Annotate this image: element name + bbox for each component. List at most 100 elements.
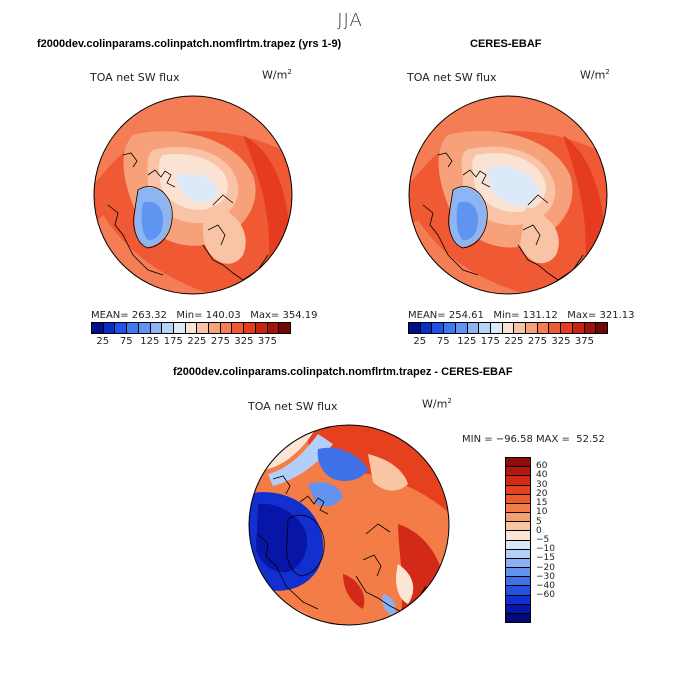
model-colorbar-tick-label: 225 [187, 336, 207, 347]
model-stats: MEAN= 263.32 Min= 140.03 Max= 354.19 [91, 310, 318, 321]
diff-colorbar-tick-label: −10 [536, 544, 555, 555]
obs-colorbar-swatch [420, 323, 433, 333]
diff-colorbar-swatch [506, 522, 530, 532]
diff-colorbar-swatch [506, 503, 530, 514]
obs-colorbar-swatch [584, 323, 597, 333]
model-colorbar-swatch [115, 323, 128, 333]
model-colorbar-swatch [220, 323, 233, 333]
obs-colorbar-tick-label: 175 [480, 336, 500, 347]
model-colorbar-tick-label: 375 [257, 336, 278, 347]
diff-colorbar-swatch [506, 613, 530, 623]
diff-colorbar-swatch [506, 494, 530, 504]
model-colorbar-swatch [127, 323, 139, 333]
obs-colorbar-swatch [526, 323, 538, 333]
diff-polar-map [248, 424, 450, 626]
model-colorbar-ticks: 25 75 125 175 225 275 325 375 [91, 334, 291, 347]
obs-colorbar-swatch [490, 323, 503, 333]
diff-colorbar-swatch [506, 531, 530, 541]
obs-colorbar-tick-label: 325 [551, 336, 571, 347]
diff-colorbar-tick-label: 15 [536, 498, 548, 509]
diff-colorbar-swatch [506, 540, 530, 550]
model-colorbar: 25 75 125 175 225 275 325 375 [91, 322, 291, 347]
model-colorbar-swatch [173, 323, 186, 333]
diff-colorbar-swatch [506, 485, 530, 495]
diff-colorbar-tick-label: −60 [536, 590, 555, 601]
model-colorbar-swatch [255, 323, 268, 333]
obs-units: W/m2 [580, 68, 610, 82]
diff-colorbar-tick-label: 40 [536, 470, 548, 481]
diff-colorbar-swatch [506, 458, 530, 468]
model-units: W/m2 [262, 68, 292, 82]
diff-colorbar-tick-label: 10 [536, 507, 548, 518]
diff-colorbar-tick-label: −15 [536, 553, 555, 564]
model-colorbar-swatch [232, 323, 245, 333]
obs-colorbar-tick-label: 275 [527, 336, 547, 347]
model-colorbar-tick-label: 75 [119, 336, 133, 347]
diff-colorbar-swatch [506, 513, 530, 523]
obs-colorbar-tick-label: 125 [457, 336, 477, 347]
model-colorbar-swatch [244, 323, 256, 333]
obs-colorbar-tick-label: 75 [436, 336, 450, 347]
diff-colorbar [505, 457, 531, 623]
diff-colorbar-swatch [506, 568, 530, 578]
model-colorbar-tick-label: 325 [234, 336, 254, 347]
obs-colorbar-swatch [596, 323, 607, 333]
obs-colorbar-tick-label: 225 [504, 336, 524, 347]
model-colorbar-tick-label: 25 [96, 336, 110, 347]
model-colorbar-tick-label: 125 [140, 336, 160, 347]
model-colorbar-swatch [92, 323, 104, 333]
model-colorbar-swatch [150, 323, 163, 333]
model-colorbar-swatches [91, 322, 291, 334]
obs-colorbar-swatch [479, 323, 491, 333]
diff-colorbar-swatch [506, 586, 530, 596]
model-colorbar-swatch [267, 323, 280, 333]
diff-colorbar-tick-label: −40 [536, 581, 555, 592]
obs-colorbar-swatch [561, 323, 573, 333]
diff-colorbar-swatches [505, 457, 531, 623]
obs-colorbar-swatch [467, 323, 480, 333]
obs-panel-title: CERES-EBAF [470, 38, 542, 50]
diff-colorbar-tick-label: 30 [536, 479, 548, 490]
diff-colorbar-tick-label: 5 [536, 516, 542, 527]
model-colorbar-tick-label: 275 [210, 336, 230, 347]
model-colorbar-swatch [279, 323, 290, 333]
diff-colorbar-tick-label: 20 [536, 488, 548, 499]
diff-variable-label: TOA net SW flux [248, 400, 338, 413]
obs-colorbar-ticks: 25 75 125 175 225 275 325 375 [408, 334, 608, 347]
model-colorbar-swatch [162, 323, 174, 333]
obs-colorbar-swatch [444, 323, 456, 333]
diff-colorbar-tick-label: −20 [536, 562, 555, 573]
diff-colorbar-swatch [506, 476, 530, 486]
diff-colorbar-tick-label: −30 [536, 571, 555, 582]
diff-minmax: MIN = −96.58 MAX = 52.52 [462, 434, 605, 445]
model-colorbar-swatch [185, 323, 198, 333]
diff-colorbar-tick-label: 0 [536, 525, 542, 536]
diff-colorbar-swatch [506, 467, 530, 477]
season-title: JJA [337, 10, 363, 31]
obs-colorbar-swatch [537, 323, 550, 333]
diff-colorbar-swatch [506, 604, 530, 614]
obs-colorbar-swatch [572, 323, 585, 333]
model-variable-label: TOA net SW flux [90, 71, 180, 84]
diff-colorbar-swatch [506, 558, 530, 569]
obs-colorbar-tick-label: 375 [574, 336, 595, 347]
diff-panel-title: f2000dev.colinparams.colinpatch.nomflrtm… [173, 366, 513, 378]
diff-colorbar-swatch [506, 577, 530, 587]
diff-colorbar-tick-label: 60 [536, 461, 548, 472]
obs-colorbar-swatch [514, 323, 527, 333]
diff-colorbar-swatch [506, 549, 530, 559]
obs-stats: MEAN= 254.61 Min= 131.12 Max= 321.13 [408, 310, 635, 321]
model-panel-title: f2000dev.colinparams.colinpatch.nomflrtm… [37, 38, 342, 50]
diff-colorbar-swatch [506, 595, 530, 605]
obs-colorbar: 25 75 125 175 225 275 325 375 [408, 322, 608, 347]
obs-colorbar-swatch [432, 323, 445, 333]
model-polar-map [93, 95, 293, 295]
model-colorbar-swatch [103, 323, 116, 333]
model-colorbar-swatch [209, 323, 221, 333]
obs-colorbar-swatch [455, 323, 468, 333]
diff-colorbar-tick-label: −5 [536, 535, 550, 545]
obs-colorbar-swatch [409, 323, 421, 333]
diff-colorbar-ticks: 60 40 30 20 15 10 5 0 −5 −10 −15 −20 −30 −40 −60 [536, 457, 576, 623]
obs-variable-label: TOA net SW flux [407, 71, 497, 84]
obs-polar-map [408, 95, 608, 295]
